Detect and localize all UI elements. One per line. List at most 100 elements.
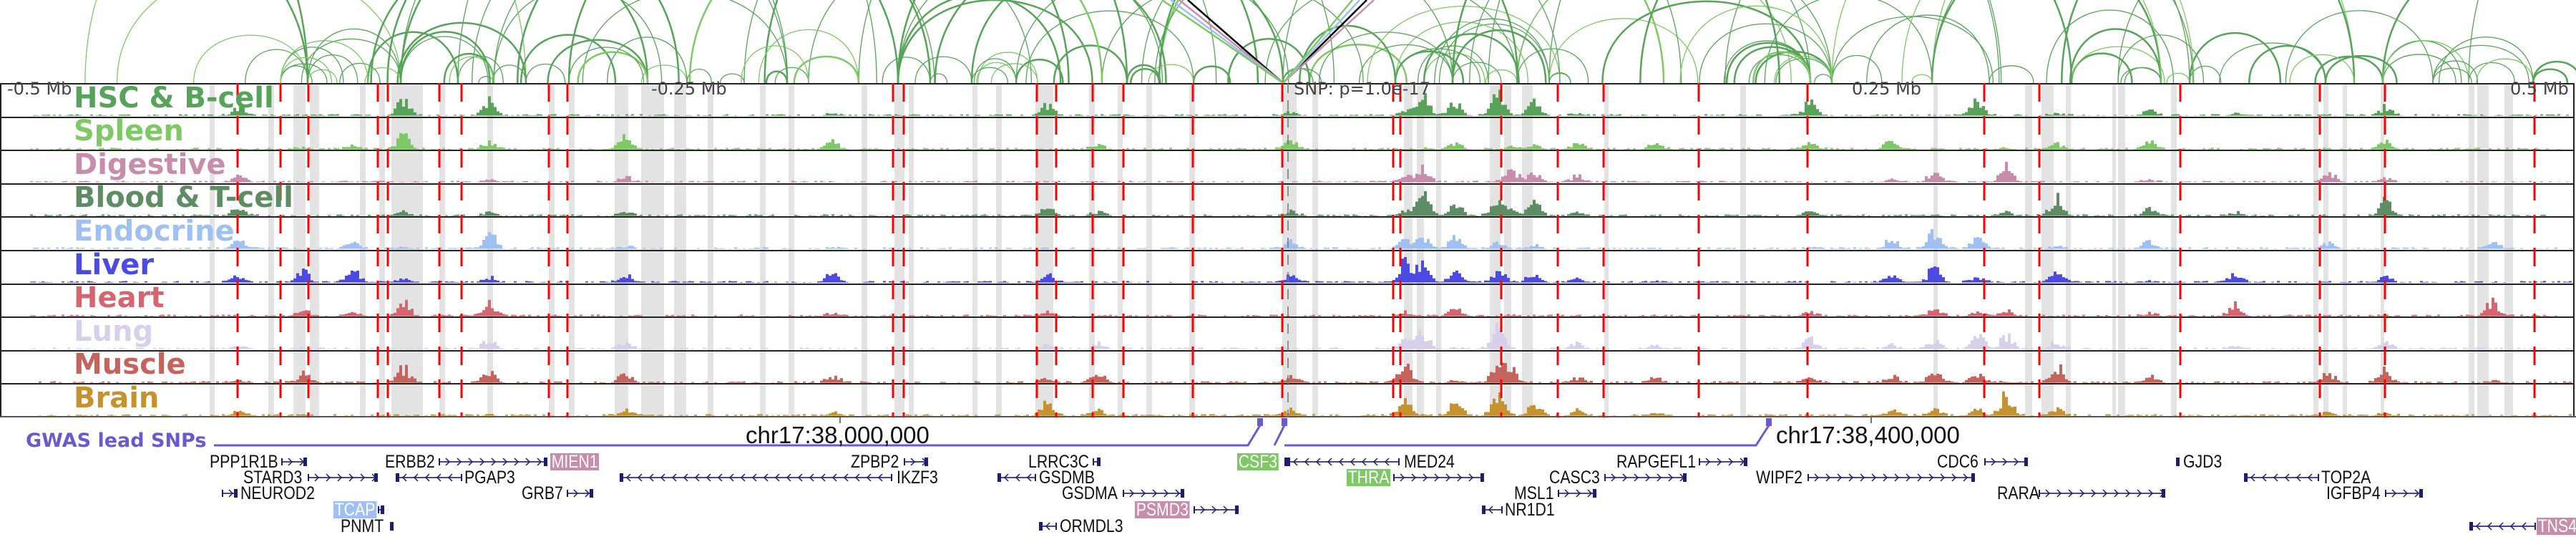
gene-model-ormdl3[interactable] — [1039, 522, 1057, 531]
gene-model-pnmt[interactable] — [390, 522, 394, 531]
coordinate-label-38000000: chr17:38,000,000 — [746, 422, 930, 448]
gene-label-tns4[interactable]: TNS4 — [2537, 518, 2576, 536]
interaction-arc — [686, 68, 712, 84]
gwas-track-label: GWAS lead SNPs — [26, 430, 207, 452]
interaction-arc — [1192, 65, 1231, 84]
interaction-arc — [280, 57, 333, 84]
interaction-arc — [990, 63, 1038, 84]
gwas-connector — [1273, 425, 1286, 446]
interaction-arc — [1831, 16, 1994, 84]
gene-model-rara[interactable] — [2039, 489, 2165, 498]
interaction-arc — [1775, 57, 1833, 84]
gene-label-igfbp4[interactable]: IGFBP4 — [2326, 483, 2381, 503]
gene-model-neurod2[interactable] — [222, 489, 238, 498]
gene-label-neurod2[interactable]: NEUROD2 — [240, 483, 315, 503]
gene-label-thra[interactable]: THRA — [1347, 468, 1391, 488]
gene-model-med24[interactable] — [1287, 458, 1400, 466]
gene-model-nr1d1[interactable] — [1482, 505, 1503, 514]
interaction-arc — [2166, 72, 2190, 84]
signal-brain — [39, 384, 2572, 418]
gene-label-stard3[interactable]: STARD3 — [243, 468, 303, 488]
gene-label-psmd3[interactable]: PSMD3 — [1135, 500, 1190, 520]
gene-label-casc3[interactable]: CASC3 — [1549, 468, 1600, 488]
interaction-arc — [973, 58, 1017, 84]
gene-label-grb7[interactable]: GRB7 — [522, 483, 563, 503]
gene-label-pnmt[interactable]: PNMT — [341, 516, 384, 536]
interaction-arc — [339, 62, 381, 84]
track-label-blood-t-cell: Blood & T-cell — [74, 181, 293, 215]
gene-model-ikzf3[interactable] — [620, 473, 892, 482]
gene-model-ppp1r1b[interactable] — [281, 458, 307, 466]
gene-model-gjd3[interactable] — [2176, 458, 2180, 466]
gene-label-gjd3[interactable]: GJD3 — [2183, 452, 2223, 472]
gwas-snp-marker — [1766, 418, 1772, 426]
gene-model-igfbp4[interactable] — [2385, 489, 2423, 498]
gene-label-lrrc3c[interactable]: LRRC3C — [1028, 452, 1090, 472]
interaction-arc — [882, 57, 931, 84]
gene-model-cdc6[interactable] — [1984, 458, 2028, 466]
gene-model-wipf2[interactable] — [1807, 473, 1975, 482]
interaction-arc — [1911, 74, 1933, 84]
gene-model-thra[interactable] — [1393, 473, 1484, 482]
gene-model-msl1[interactable] — [1558, 489, 1596, 498]
gene-model-casc3[interactable] — [1604, 473, 1687, 482]
interaction-arc — [763, 0, 1128, 84]
gene-label-tcap[interactable]: TCAP — [333, 500, 377, 520]
interaction-arc — [1866, 14, 1990, 84]
gene-label-rara[interactable]: RARA — [1997, 483, 2040, 503]
gene-model-erbb2[interactable] — [439, 458, 547, 466]
axis-label-right: 0.5 Mb — [2510, 79, 2569, 99]
gene-label-nr1d1[interactable]: NR1D1 — [1505, 500, 1555, 520]
gene-model-pgap3[interactable] — [396, 473, 462, 482]
interaction-arc — [934, 0, 1284, 84]
gene-model-rapgefl1[interactable] — [1699, 458, 1747, 466]
gene-model-psmd3[interactable] — [1194, 505, 1239, 514]
interaction-arc — [2069, 28, 2162, 84]
snp-interaction-line — [1282, 0, 1360, 84]
interaction-arc — [478, 76, 494, 84]
gene-label-ppp1r1b[interactable]: PPP1R1B — [210, 452, 278, 472]
interaction-arc — [449, 56, 494, 84]
interaction-arc — [765, 70, 789, 84]
gene-label-ormdl3[interactable]: ORMDL3 — [1060, 516, 1123, 536]
gene-model-lrrc3c[interactable] — [1093, 458, 1101, 466]
axis-label-left: -0.5 Mb — [7, 79, 72, 99]
gene-label-ikzf3[interactable]: IKZF3 — [897, 468, 938, 488]
interaction-arc — [970, 0, 1167, 84]
interaction-arc — [1015, 0, 1289, 84]
interaction-arc — [370, 0, 649, 84]
interaction-arc — [525, 63, 566, 84]
gene-model-grb7[interactable] — [567, 489, 593, 498]
gene-label-gsdmb[interactable]: GSDMB — [1039, 468, 1095, 488]
track-label-liver: Liver — [74, 248, 155, 281]
gene-label-zpbp2[interactable]: ZPBP2 — [851, 452, 899, 472]
track-digestive: Digestive — [0, 150, 2575, 185]
gene-label-mien1[interactable]: MIEN1 — [550, 452, 600, 472]
gene-model-zpbp2[interactable] — [904, 458, 928, 466]
interaction-arc — [976, 62, 1017, 84]
gene-label-csf3[interactable]: CSF3 — [1237, 452, 1279, 472]
interaction-arc — [2070, 52, 2133, 84]
gene-label-cdc6[interactable]: CDC6 — [1937, 452, 1979, 472]
gene-model-tns4[interactable] — [2469, 522, 2536, 531]
interaction-arc — [457, 56, 504, 84]
interaction-arc — [492, 64, 527, 84]
gene-model-gsdma[interactable] — [1123, 489, 1184, 498]
gene-annotation-panel: GWAS lead SNPs chr17:38,000,000 chr17:38… — [0, 417, 2576, 537]
gene-label-gsdma[interactable]: GSDMA — [1062, 483, 1118, 503]
gene-model-tcap[interactable] — [378, 505, 384, 514]
track-label-endocrine: Endocrine — [74, 214, 235, 248]
gene-label-msl1[interactable]: MSL1 — [1514, 483, 1554, 503]
gene-label-wipf2[interactable]: WIPF2 — [1756, 468, 1802, 488]
gene-label-erbb2[interactable]: ERBB2 — [385, 452, 435, 472]
gene-label-top2a[interactable]: TOP2A — [2321, 468, 2371, 488]
gene-model-top2a[interactable] — [2244, 473, 2319, 482]
interaction-arc — [280, 40, 369, 84]
gene-model-gsdmb[interactable] — [997, 473, 1036, 482]
gene-model-stard3[interactable] — [308, 473, 378, 482]
gene-label-med24[interactable]: MED24 — [1404, 452, 1455, 472]
interaction-arc — [2285, 10, 2434, 84]
gene-label-rapgefl1[interactable]: RAPGEFL1 — [1616, 452, 1697, 472]
gene-label-pgap3[interactable]: PGAP3 — [464, 468, 515, 488]
interaction-arc — [307, 28, 401, 84]
